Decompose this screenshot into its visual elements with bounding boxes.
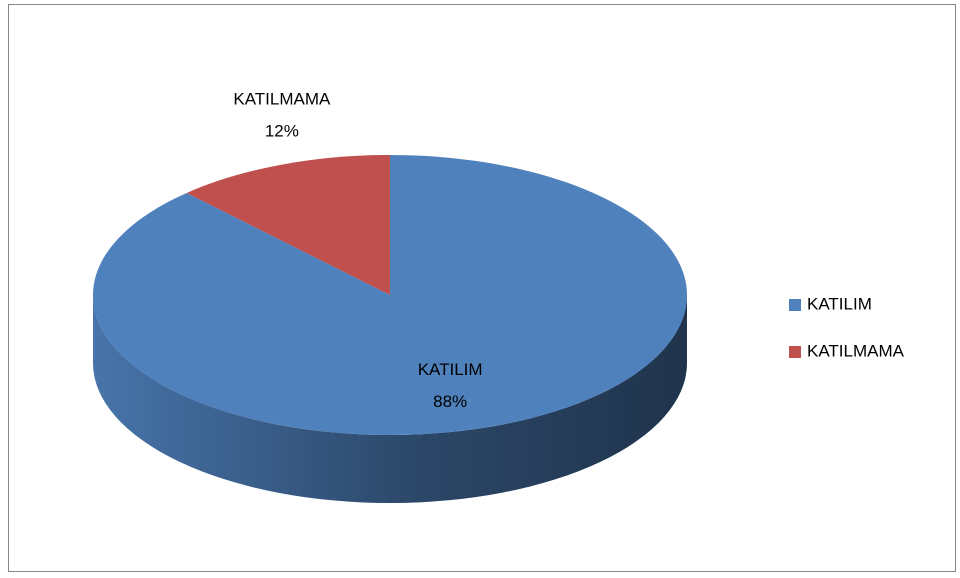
data-label-name: KATILIM	[418, 360, 483, 379]
data-label-value: 88%	[433, 392, 467, 411]
pie-slice	[186, 155, 390, 295]
legend-swatch	[789, 299, 801, 311]
pie-side-shade	[93, 295, 687, 503]
data-label-name: KATILMAMA	[233, 89, 331, 108]
legend-swatch	[789, 346, 801, 358]
legend-label: KATILIM	[807, 294, 872, 313]
data-label-value: 12%	[265, 121, 299, 140]
legend-label: KATILMAMA	[807, 341, 905, 360]
